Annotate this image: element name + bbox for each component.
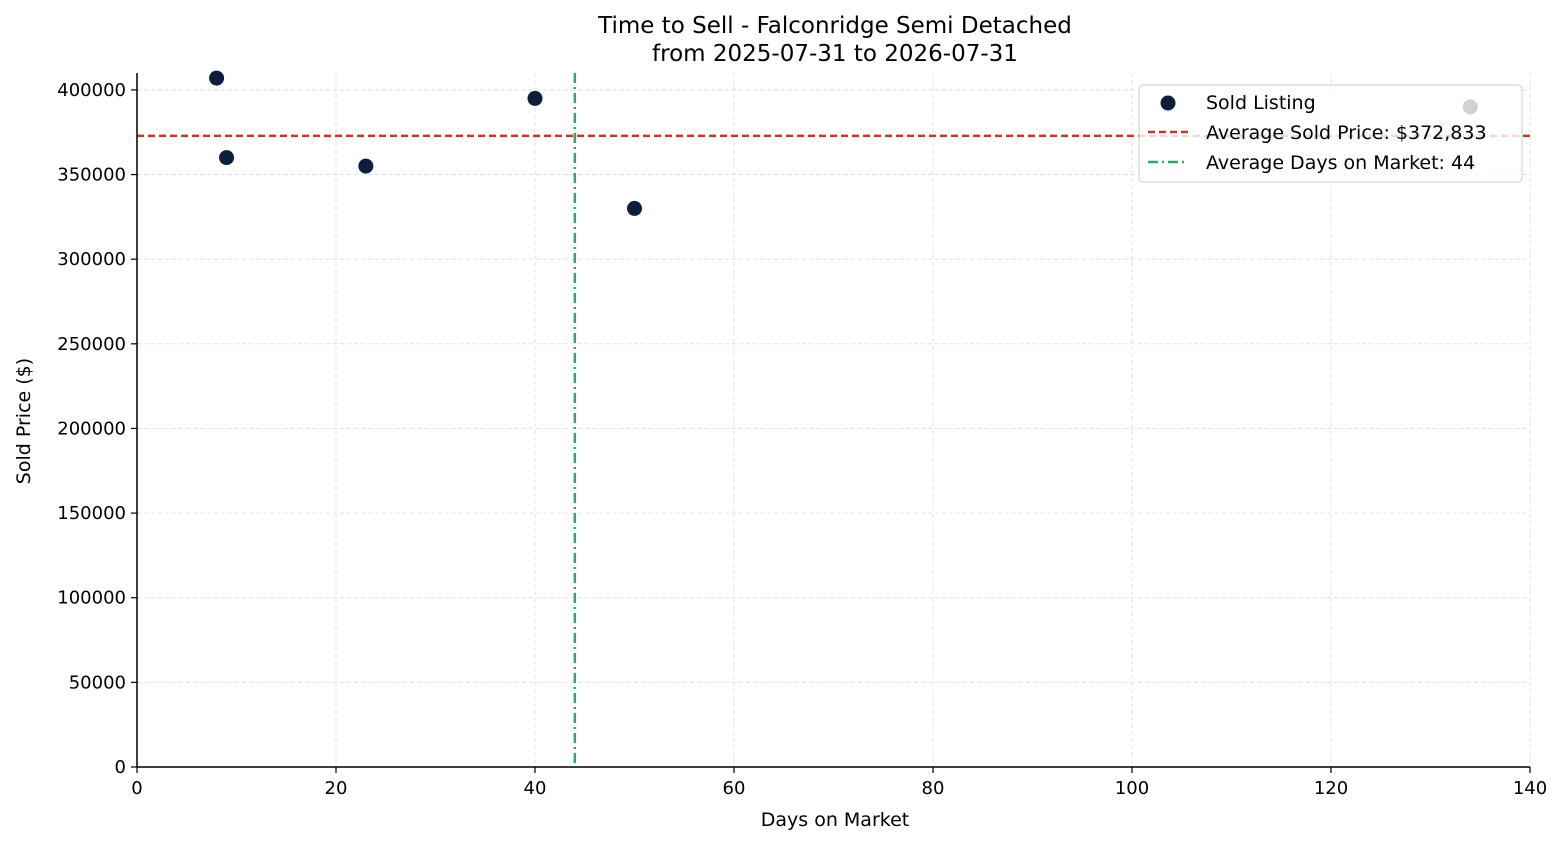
legend-label-sold-listing: Sold Listing bbox=[1206, 92, 1316, 114]
x-axis-label: Days on Market bbox=[761, 809, 909, 831]
grid bbox=[137, 73, 1531, 767]
y-tick-label: 350000 bbox=[57, 165, 126, 186]
legend: Sold Listing Average Sold Price: $372,83… bbox=[1138, 84, 1523, 183]
y-axis-label: Sold Price ($) bbox=[13, 358, 35, 484]
chart-subtitle: from 2025-07-31 to 2026-07-31 bbox=[652, 41, 1018, 67]
y-tick-label: 100000 bbox=[57, 588, 126, 609]
x-tick-label: 140 bbox=[1513, 778, 1547, 799]
data-point bbox=[209, 70, 225, 86]
legend-label-avg-price: Average Sold Price: $372,833 bbox=[1206, 122, 1487, 144]
data-point bbox=[358, 158, 374, 174]
data-point bbox=[527, 90, 543, 106]
data-point bbox=[627, 200, 642, 216]
y-tick-label: 400000 bbox=[57, 80, 126, 101]
y-tick-label: 300000 bbox=[57, 249, 126, 270]
y-tick-label: 50000 bbox=[69, 672, 126, 693]
x-tick-label: 60 bbox=[723, 778, 746, 799]
y-tick-label: 250000 bbox=[57, 334, 126, 355]
x-tick-label: 80 bbox=[922, 778, 945, 799]
legend-label-avg-days: Average Days on Market: 44 bbox=[1206, 152, 1475, 174]
legend-box bbox=[1138, 84, 1523, 183]
x-tick-label: 40 bbox=[524, 778, 547, 799]
legend-marker-sold-listing bbox=[1160, 95, 1176, 111]
x-tick-label: 120 bbox=[1314, 778, 1348, 799]
y-tick-label: 0 bbox=[115, 757, 126, 778]
x-tick-label: 20 bbox=[325, 778, 348, 799]
x-tick-label: 100 bbox=[1115, 778, 1149, 799]
y-tick-label: 150000 bbox=[57, 503, 126, 524]
x-tick-label: 0 bbox=[131, 778, 142, 799]
y-tick-label: 200000 bbox=[57, 418, 126, 439]
axes: 0 20 40 60 80 100 120 140 0 50000 100000 150000 2000… bbox=[57, 73, 1547, 799]
chart-title: Time to Sell - Falconridge Semi Detached bbox=[597, 13, 1072, 39]
data-point bbox=[219, 150, 235, 166]
